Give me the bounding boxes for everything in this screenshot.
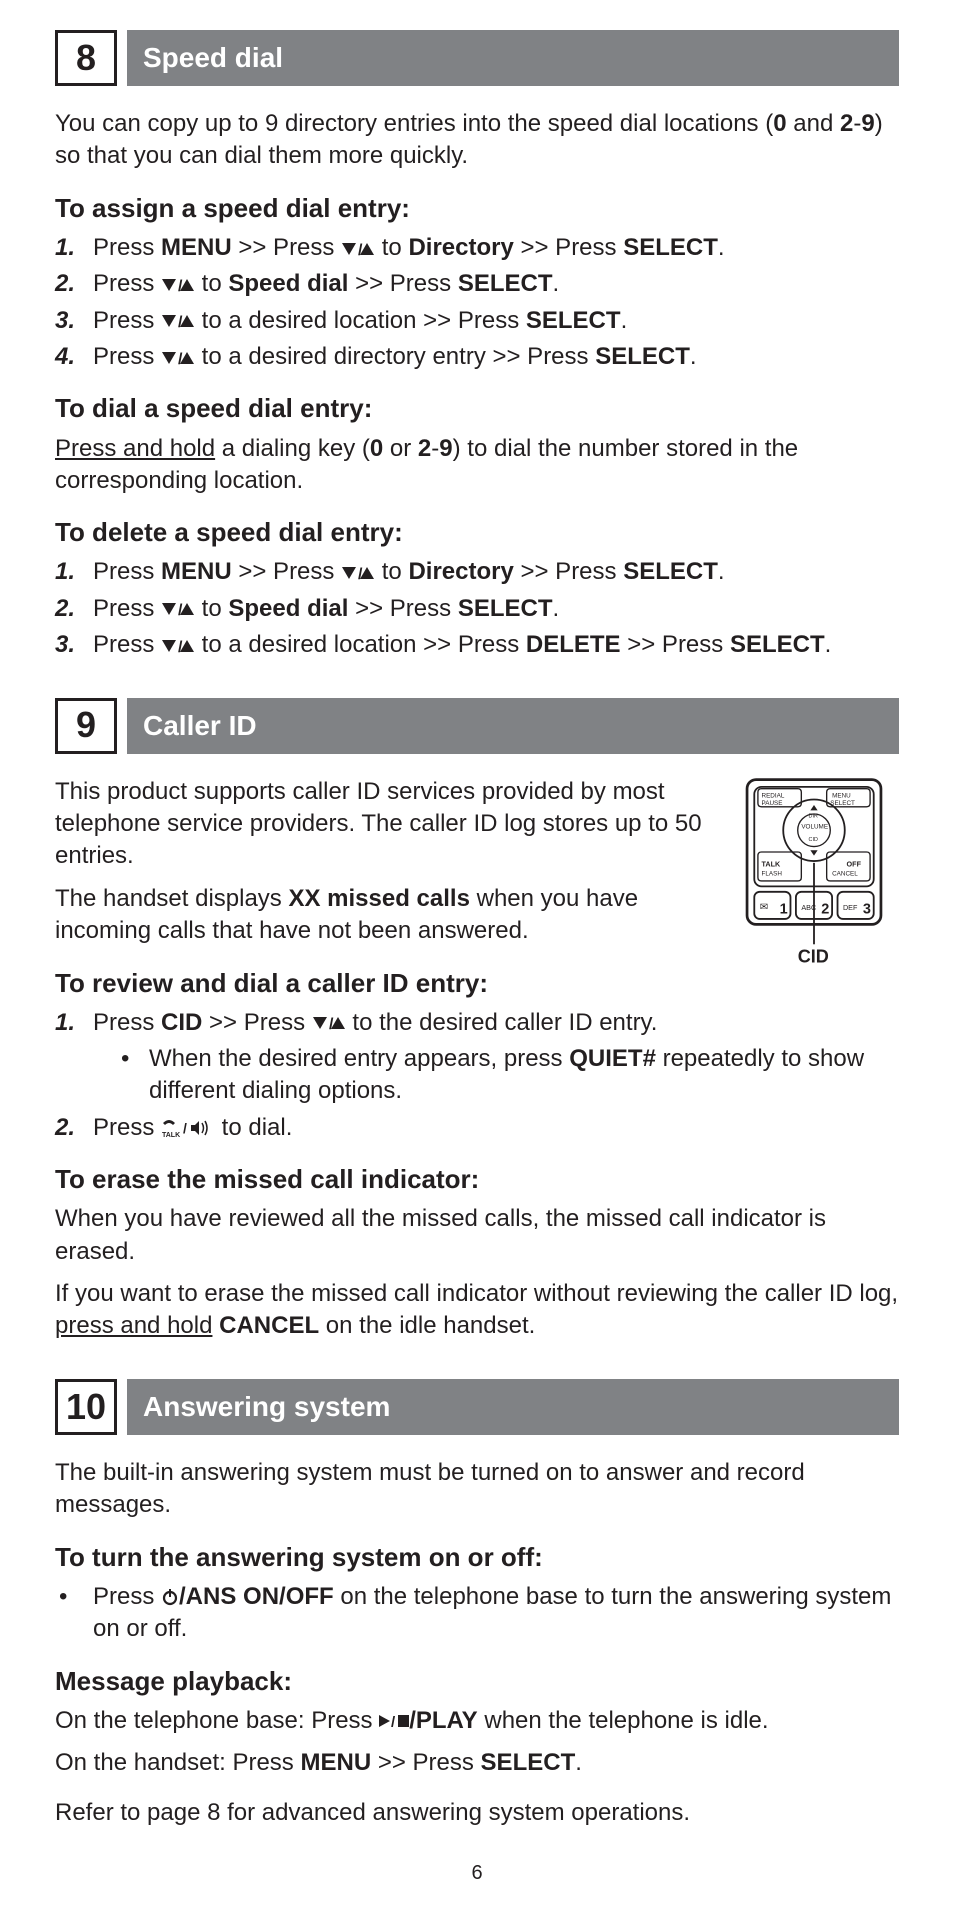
sub-bullet-body: When the desired entry appears, press QU… [149, 1043, 899, 1108]
step-list: 1.Press CID >> Press / to the desired ca… [55, 1007, 899, 1145]
step-body: Press / to a desired location >> Press D… [93, 629, 899, 661]
bullet-dot: • [55, 1581, 93, 1646]
subheading: To turn the answering system on or off: [55, 1540, 899, 1575]
section-title: Caller ID [127, 698, 899, 754]
svg-text:TALK: TALK [162, 1132, 180, 1139]
step-item: 4.Press / to a desired directory entry >… [55, 341, 899, 373]
step-body: Press / to a desired location >> Press S… [93, 305, 899, 337]
svg-text:CANCEL: CANCEL [832, 870, 858, 877]
svg-text:1: 1 [780, 901, 788, 917]
cid-figure: REDIAL PAUSE MENU SELECT VOLUME CID DIR … [729, 776, 899, 975]
subheading: To dial a speed dial entry: [55, 391, 899, 426]
bullet-body: Press /ANS ON/OFF on the telephone base … [93, 1581, 899, 1646]
step-number: 1. [55, 1007, 93, 1108]
svg-text:CID: CID [809, 837, 818, 843]
subheading: To erase the missed call indicator: [55, 1162, 899, 1197]
paragraph: Press and hold a dialing key (0 or 2-9) … [55, 433, 899, 498]
section-header: 10 Answering system [55, 1379, 899, 1435]
step-item: 2.Press / to Speed dial >> Press SELECT. [55, 593, 899, 625]
step-body: Press / to a desired directory entry >> … [93, 341, 899, 373]
step-item: 1.Press CID >> Press / to the desired ca… [55, 1007, 899, 1108]
svg-text:3: 3 [863, 901, 871, 917]
step-item: 2.Press / to Speed dial >> Press SELECT. [55, 268, 899, 300]
down-up-icon: / [161, 313, 195, 329]
svg-text:DEF: DEF [843, 902, 858, 911]
step-list: 1.Press MENU >> Press / to Directory >> … [55, 232, 899, 374]
svg-text:/: / [183, 1120, 187, 1136]
svg-text:PAUSE: PAUSE [762, 800, 783, 807]
bullet-dot: • [121, 1043, 149, 1108]
svg-text:2: 2 [821, 901, 829, 917]
step-item: 3.Press / to a desired location >> Press… [55, 305, 899, 337]
svg-text:VOLUME: VOLUME [801, 823, 828, 830]
talk-speaker-icon: TALK/ [161, 1117, 215, 1139]
subheading: Message playback: [55, 1664, 899, 1699]
subheading: To delete a speed dial entry: [55, 515, 899, 550]
section-number: 10 [55, 1379, 117, 1435]
step-number: 4. [55, 341, 93, 373]
svg-text:OFF: OFF [847, 859, 862, 868]
play-stop-icon: / [379, 1714, 409, 1728]
paragraph: On the handset: Press MENU >> Press SELE… [55, 1747, 899, 1779]
handset-illustration: REDIAL PAUSE MENU SELECT VOLUME CID DIR … [734, 776, 894, 966]
down-up-icon: / [161, 638, 195, 654]
down-up-icon: / [161, 601, 195, 617]
step-number: 1. [55, 232, 93, 264]
step-body: Press CID >> Press / to the desired call… [93, 1007, 899, 1108]
down-up-icon: / [312, 1015, 346, 1031]
down-up-icon: / [341, 565, 375, 581]
step-body: Press MENU >> Press / to Directory >> Pr… [93, 556, 899, 588]
section-title: Answering system [127, 1379, 899, 1435]
step-item: 1.Press MENU >> Press / to Directory >> … [55, 232, 899, 264]
step-number: 3. [55, 305, 93, 337]
subheading: To assign a speed dial entry: [55, 191, 899, 226]
svg-text:✉: ✉ [760, 901, 768, 912]
intro-paragraph: The built-in answering system must be tu… [55, 1457, 899, 1522]
step-item: 2.Press TALK/ to dial. [55, 1112, 899, 1144]
step-item: 1.Press MENU >> Press / to Directory >> … [55, 556, 899, 588]
step-body: Press MENU >> Press / to Directory >> Pr… [93, 232, 899, 264]
bullet-list: •Press /ANS ON/OFF on the telephone base… [55, 1581, 899, 1646]
step-body: Press / to Speed dial >> Press SELECT. [93, 593, 899, 625]
power-icon [161, 1588, 179, 1606]
section-header: 9 Caller ID [55, 698, 899, 754]
step-number: 2. [55, 268, 93, 300]
step-item: 3.Press / to a desired location >> Press… [55, 629, 899, 661]
svg-text:CID: CID [798, 946, 829, 966]
step-number: 2. [55, 1112, 93, 1144]
paragraph: If you want to erase the missed call ind… [55, 1278, 899, 1343]
svg-text:FLASH: FLASH [762, 870, 783, 877]
svg-text:MENU: MENU [832, 792, 851, 799]
paragraph: On the telephone base: Press //PLAY when… [55, 1705, 899, 1737]
step-list: 1.Press MENU >> Press / to Directory >> … [55, 556, 899, 661]
step-number: 1. [55, 556, 93, 588]
svg-text:DIR: DIR [809, 813, 818, 819]
step-body: Press TALK/ to dial. [93, 1112, 899, 1144]
down-up-icon: / [161, 350, 195, 366]
down-up-icon: / [161, 277, 195, 293]
intro-paragraph: You can copy up to 9 directory entries i… [55, 108, 899, 173]
svg-text:TALK: TALK [762, 859, 781, 868]
step-body: Press / to Speed dial >> Press SELECT. [93, 268, 899, 300]
section-header: 8 Speed dial [55, 30, 899, 86]
paragraph: When you have reviewed all the missed ca… [55, 1203, 899, 1268]
paragraph: Refer to page 8 for advanced answering s… [55, 1797, 899, 1829]
page-number: 6 [55, 1860, 899, 1887]
svg-text:/: / [391, 1714, 396, 1728]
bullet-item: •Press /ANS ON/OFF on the telephone base… [55, 1581, 899, 1646]
step-number: 2. [55, 593, 93, 625]
section-number: 9 [55, 698, 117, 754]
sub-bullet: •When the desired entry appears, press Q… [93, 1043, 899, 1108]
down-up-icon: / [341, 241, 375, 257]
section-number: 8 [55, 30, 117, 86]
section-title: Speed dial [127, 30, 899, 86]
svg-text:REDIAL: REDIAL [762, 792, 785, 799]
step-number: 3. [55, 629, 93, 661]
